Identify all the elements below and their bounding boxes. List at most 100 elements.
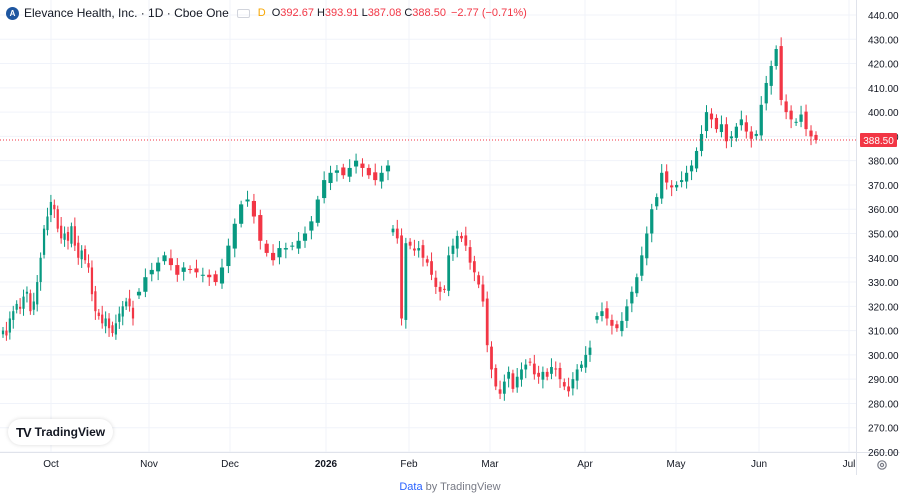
x-tick-label: May <box>667 459 686 470</box>
x-tick-label: Nov <box>140 459 158 470</box>
gear-icon[interactable] <box>876 459 888 471</box>
candle-body <box>804 111 808 130</box>
candle-body <box>15 303 18 310</box>
candle-body <box>194 268 199 273</box>
candle-body <box>451 245 455 254</box>
candle-body <box>605 308 609 319</box>
candle-body <box>655 197 659 207</box>
candle-body <box>42 228 46 255</box>
candle-body <box>714 117 719 130</box>
candle-body <box>567 386 570 392</box>
close-label: C <box>404 7 413 19</box>
candle-body <box>395 228 399 239</box>
data-provider-badge[interactable]: D <box>257 7 266 19</box>
symbol-title[interactable]: Elevance Health, Inc. · 1D · Cboe One <box>24 6 229 20</box>
x-tick-label: Feb <box>400 459 418 470</box>
candle-body <box>472 261 476 273</box>
tradingview-watermark[interactable]: TV TradingView <box>8 419 114 445</box>
candle-body <box>385 165 391 172</box>
candle-body <box>8 318 11 333</box>
attribution-text: by TradingView <box>425 480 501 493</box>
candle-body <box>665 171 669 183</box>
candle-body <box>739 119 743 126</box>
candle-body <box>455 235 459 249</box>
candle-body <box>719 124 724 133</box>
eye-toggle-icon[interactable] <box>236 8 250 18</box>
company-logo-icon[interactable]: A <box>6 6 19 20</box>
candle-body <box>764 82 768 104</box>
candle-body <box>754 133 758 136</box>
candle-body <box>290 245 295 247</box>
y-tick-label: 260.00 <box>868 448 899 459</box>
candle-body <box>5 330 8 336</box>
y-tick-label: 300.00 <box>868 351 899 362</box>
y-tick-label: 380.00 <box>868 157 899 168</box>
open-value: 392.67 <box>280 7 314 19</box>
candle-body <box>200 274 205 276</box>
candle-body <box>73 226 76 246</box>
candle-body <box>524 364 528 370</box>
candle-body <box>131 307 135 319</box>
candle-body <box>111 325 114 334</box>
candle-body <box>32 301 35 310</box>
candle-body <box>354 160 359 167</box>
x-tick-label: Jul <box>843 459 856 470</box>
candle-body <box>511 373 515 389</box>
data-link[interactable]: Data <box>399 480 423 493</box>
candle-body <box>277 248 282 258</box>
candle-body <box>128 298 131 307</box>
y-tick-label: 280.00 <box>868 399 899 410</box>
candle-body <box>213 274 218 283</box>
candle-body <box>464 235 468 246</box>
candle-body <box>502 381 506 394</box>
candle-body <box>814 134 818 141</box>
candle-body <box>1 330 5 335</box>
candle-body <box>520 369 523 380</box>
candle-body <box>784 101 788 113</box>
candle-body <box>575 369 579 381</box>
candle-body <box>434 277 438 287</box>
candle-body <box>136 291 142 296</box>
candle-body <box>175 265 180 275</box>
candle-body <box>107 318 111 329</box>
candle-body <box>460 235 463 239</box>
candle-body <box>430 261 433 275</box>
candle-body <box>156 262 161 272</box>
candle-body <box>408 241 412 246</box>
price-chart[interactable]: 260.00 270.00 280.00 290.00 300.00 310.00 320.… <box>0 0 900 475</box>
tradingview-logo-icon: TV <box>16 424 32 440</box>
candle-body <box>809 130 813 137</box>
candle-body <box>610 319 614 326</box>
candle-body <box>554 368 558 370</box>
last-price-label: 388.50 <box>863 136 894 147</box>
candle-body <box>749 131 753 139</box>
y-tick-label: 420.00 <box>868 60 899 71</box>
candle-body <box>18 306 22 309</box>
candle-body <box>341 167 346 176</box>
low-label: L <box>361 7 368 19</box>
candle-body <box>729 136 734 139</box>
candle-body <box>219 267 225 284</box>
candle-body <box>39 257 42 283</box>
candle-body <box>528 361 532 363</box>
candle-body <box>744 122 748 132</box>
candle-body <box>640 255 644 276</box>
candle-body <box>481 284 485 302</box>
attribution-footer: Data by TradingView <box>0 475 900 498</box>
candle-body <box>226 245 231 267</box>
candle-body <box>12 311 15 320</box>
candle-body <box>799 114 803 122</box>
candle-body <box>379 172 384 182</box>
candle-body <box>794 121 798 123</box>
y-tick-label: 400.00 <box>868 108 899 119</box>
candlestick-chart-svg[interactable]: 260.00 270.00 280.00 290.00 300.00 310.00 320.… <box>0 0 900 475</box>
candle-body <box>360 163 365 168</box>
candle-body <box>532 363 536 375</box>
high-label: H <box>316 7 325 19</box>
candle-body <box>438 286 442 292</box>
close-value: 388.50 <box>412 7 446 19</box>
candle-body <box>580 364 583 368</box>
y-tick-label: 360.00 <box>868 205 899 216</box>
x-tick-label: 2026 <box>315 459 338 470</box>
y-tick-label: 330.00 <box>868 278 899 289</box>
